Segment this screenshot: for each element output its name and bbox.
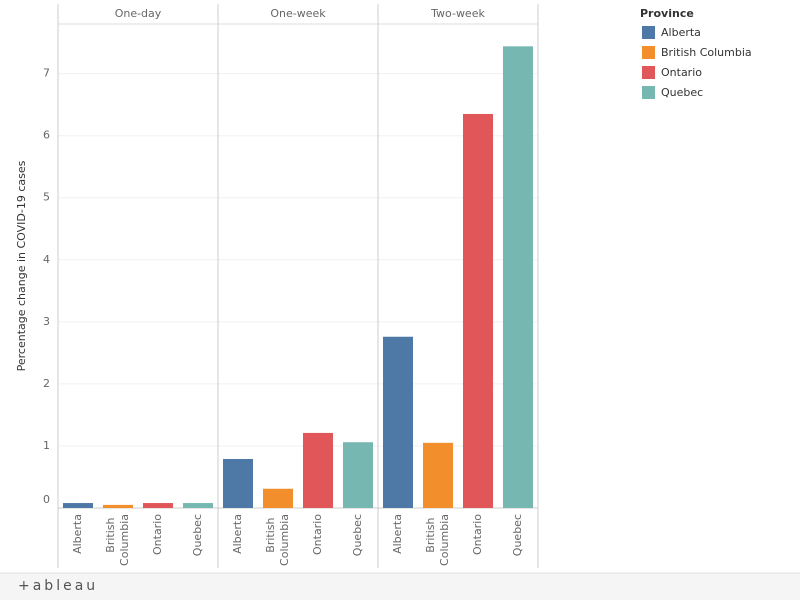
x-tick-label: Alberta (391, 514, 404, 554)
brand[interactable]: +ableau (18, 578, 98, 594)
x-tick-label: British Columbia (104, 514, 131, 566)
panel-title: Two-week (430, 7, 485, 20)
legend-swatch (642, 26, 655, 39)
x-tick-label: Quebec (351, 514, 364, 556)
y-tick-label: 5 (43, 191, 50, 204)
bar (183, 503, 213, 508)
legend-swatch (642, 66, 655, 79)
legend-label: Quebec (661, 86, 703, 99)
bar (143, 503, 173, 508)
y-tick-label: 7 (43, 67, 50, 80)
y-tick-label: 0 (43, 493, 50, 506)
y-tick-label: 1 (43, 439, 50, 452)
y-tick-label: 6 (43, 129, 50, 142)
y-tick-label: 2 (43, 377, 50, 390)
x-tick-label: British Columbia (424, 514, 451, 566)
x-tick-label: Quebec (511, 514, 524, 556)
bar (423, 442, 453, 508)
legend-title: Province (640, 7, 694, 20)
panel-title: One-day (115, 7, 162, 20)
y-tick-label: 3 (43, 315, 50, 328)
x-tick-label: Ontario (471, 514, 484, 555)
bar (303, 432, 333, 508)
x-tick-label: Ontario (151, 514, 164, 555)
legend-swatch (642, 86, 655, 99)
bar (63, 503, 93, 508)
panel-title: One-week (270, 7, 326, 20)
y-tick-label: 4 (43, 253, 50, 266)
x-tick-label: British Columbia (264, 514, 291, 566)
x-tick-label: Quebec (191, 514, 204, 556)
bar (343, 442, 373, 508)
legend-swatch (642, 46, 655, 59)
legend-label: Ontario (661, 66, 702, 79)
legend-label: British Columbia (661, 46, 752, 59)
footer-bar (0, 573, 800, 600)
legend-label: Alberta (661, 26, 701, 39)
x-tick-label: Alberta (231, 514, 244, 554)
x-tick-label: Ontario (311, 514, 324, 555)
bar (103, 504, 133, 508)
bar (263, 488, 293, 508)
bar (463, 113, 493, 508)
bar (503, 46, 533, 508)
y-axis-label: Percentage change in COVID-19 cases (15, 160, 28, 371)
x-tick-label: Alberta (71, 514, 84, 554)
bar (383, 336, 413, 508)
bar (223, 458, 253, 508)
